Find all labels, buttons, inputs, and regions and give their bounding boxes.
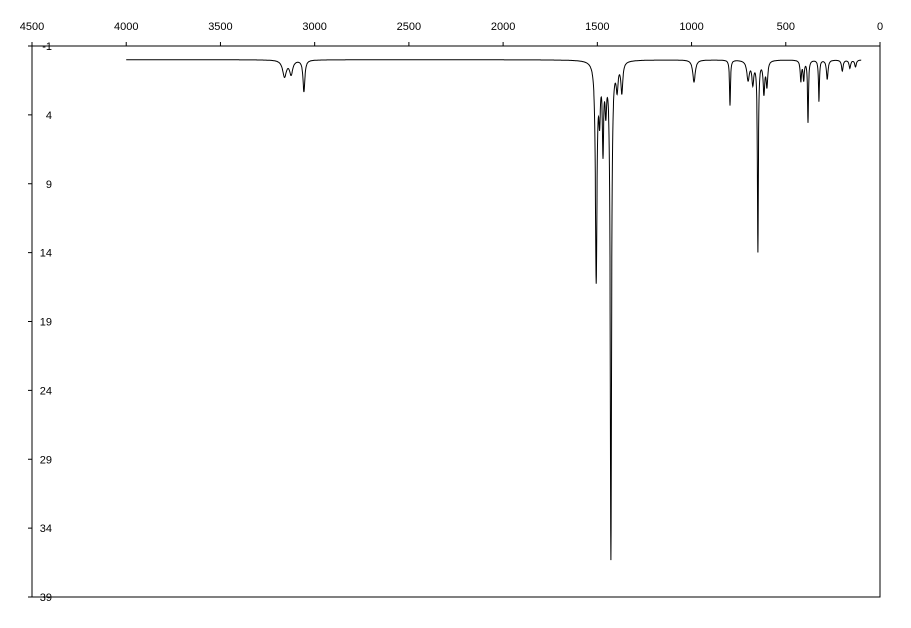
x-tick-label: 0 bbox=[877, 21, 883, 33]
y-tick-label: 14 bbox=[40, 248, 52, 260]
plot-frame bbox=[31, 45, 881, 598]
x-tick-label: 4000 bbox=[114, 21, 138, 33]
x-tick-label: 4500 bbox=[20, 21, 44, 33]
axes: 4500 4000 3500 3000 2500 2000 1500 1000 500 0 -1 4 9… bbox=[20, 21, 883, 604]
y-tick-label: 9 bbox=[46, 179, 52, 191]
y-tick-label: 29 bbox=[40, 454, 52, 466]
y-tick-label: 24 bbox=[40, 385, 52, 397]
x-tick-label: 500 bbox=[777, 21, 795, 33]
y-tick-label: 39 bbox=[40, 592, 52, 604]
x-tick-label: 3500 bbox=[208, 21, 232, 33]
x-tick-label: 1000 bbox=[679, 21, 703, 33]
y-tick-label: 34 bbox=[40, 523, 52, 535]
x-tick-label: 2000 bbox=[491, 21, 515, 33]
x-tick-label: 1500 bbox=[585, 21, 609, 33]
x-tick-label: 2500 bbox=[397, 21, 421, 33]
y-tick-label: -1 bbox=[42, 41, 52, 53]
spectrum-line bbox=[126, 59, 862, 561]
y-tick-label: 19 bbox=[40, 317, 52, 329]
y-tick-label: 4 bbox=[46, 110, 52, 122]
x-tick-label: 3000 bbox=[302, 21, 326, 33]
